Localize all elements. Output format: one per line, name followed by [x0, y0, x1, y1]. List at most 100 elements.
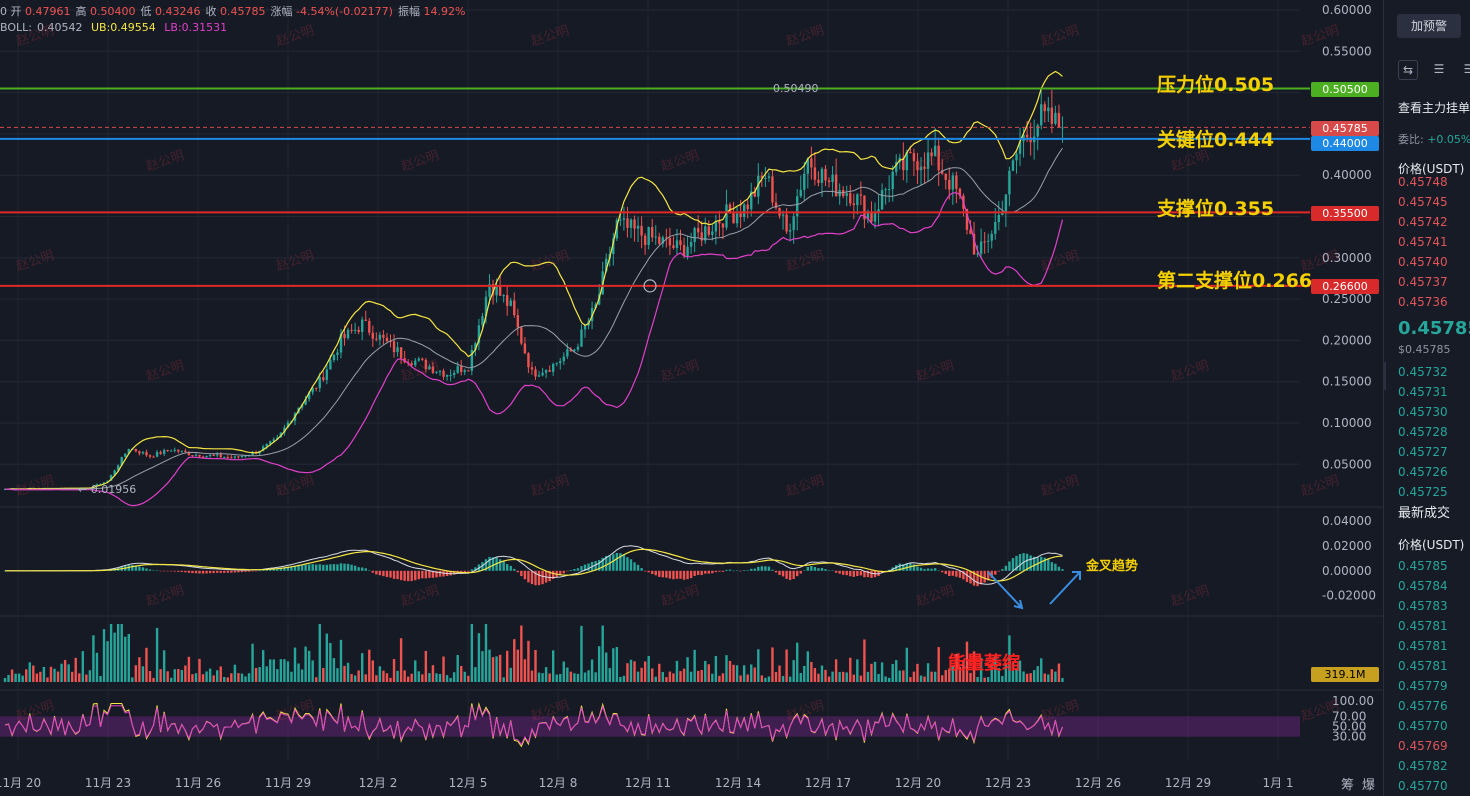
macd-bar-162	[576, 568, 580, 571]
volume-bar-137	[488, 649, 491, 682]
orderbook-buy-icon[interactable]: ☰	[1460, 60, 1470, 78]
collapse-panel-icon[interactable]: ›	[1384, 362, 1386, 390]
macd-bar-170	[605, 555, 608, 571]
volume-bar-90	[322, 668, 325, 682]
candle-body-154	[548, 370, 551, 372]
candlestick-chart[interactable]: 0.600000.550000.500000.450000.400000.350…	[0, 0, 1383, 796]
bid-row-5[interactable]: 0.45726	[1398, 465, 1448, 479]
volume-bar-34	[124, 636, 127, 682]
candle-body-150	[534, 369, 537, 377]
candle-body-40	[145, 452, 148, 456]
macd-bar-264	[937, 570, 940, 571]
add-alert-button[interactable]: 加预警	[1397, 14, 1461, 38]
orderbook-both-icon[interactable]: ⇆	[1398, 60, 1418, 80]
macd-bar-52	[187, 570, 191, 573]
macd-bar-92	[329, 564, 332, 571]
bid-row-6[interactable]: 0.45725	[1398, 485, 1448, 499]
candle-body-177	[629, 219, 633, 228]
volume-bar-194	[689, 671, 693, 682]
candle-body-296	[1050, 107, 1054, 124]
ask-row-4[interactable]: 0.45740	[1398, 255, 1448, 269]
volume-bar-112	[399, 638, 403, 682]
x-tick-label-12: 12月 26	[1075, 776, 1121, 790]
volume-bar-243	[863, 639, 866, 682]
macd-bar-63	[226, 570, 230, 573]
volume-bar-120	[428, 673, 431, 682]
volume-bar-65	[233, 664, 237, 682]
macd-bar-43	[155, 570, 159, 572]
volume-bar-181	[643, 661, 647, 682]
right-panel: 加预警 ⇆ ☰ ☰ 查看主力挂单 委比: +0.05% 价格(USDT) 0.4…	[1383, 0, 1470, 796]
candle-body-190	[675, 240, 679, 248]
volume-bar-177	[629, 659, 633, 682]
volume-bar-255	[905, 647, 909, 682]
ask-row-2[interactable]: 0.45742	[1398, 215, 1448, 229]
trades-title[interactable]: 最新成交	[1398, 506, 1451, 521]
volume-bar-262	[930, 671, 933, 682]
candle-body-224	[796, 196, 799, 217]
candle-body-292	[1036, 125, 1039, 137]
candle-body-197	[700, 232, 703, 241]
bid-row-3[interactable]: 0.45728	[1398, 425, 1448, 439]
volume-bar-193	[686, 657, 689, 682]
candle-body-240	[852, 203, 855, 206]
macd-bar-129	[460, 570, 463, 573]
ask-row-3[interactable]: 0.45741	[1398, 235, 1448, 249]
volume-bar-202	[718, 675, 721, 682]
trades-header: 价格(USDT)	[1398, 538, 1465, 552]
volume-bar-287	[1018, 660, 1022, 682]
volume-bar-246	[873, 661, 877, 682]
candle-body-235	[834, 174, 838, 197]
bid-row-4[interactable]: 0.45727	[1398, 445, 1448, 459]
ask-row-5[interactable]: 0.45737	[1398, 275, 1448, 289]
orderbook-list-icon[interactable]: ☰	[1433, 62, 1445, 76]
candle-body-139	[495, 286, 498, 296]
candle-body-112	[399, 347, 403, 359]
macd-bar-257	[912, 564, 916, 571]
volume-bar-210	[746, 674, 749, 682]
volume-bar-241	[856, 659, 859, 682]
boll-mid-line	[4, 147, 1063, 490]
ask-row-6[interactable]: 0.45736	[1398, 295, 1448, 309]
volume-bar-105	[375, 675, 378, 682]
candle-body-60	[216, 454, 219, 456]
volume-bar-136	[484, 624, 488, 682]
bid-row-0[interactable]: 0.45732	[1398, 365, 1448, 379]
volume-bar-130	[463, 671, 466, 682]
volume-bar-279	[990, 665, 993, 682]
chart-area[interactable]: 0.600000.550000.500000.450000.400000.350…	[0, 0, 1383, 796]
macd-bar-263	[933, 568, 937, 571]
resistance-annotation: 压力位0.505	[1157, 74, 1275, 96]
volume-bar-5	[21, 675, 24, 682]
macd-bar-132	[470, 569, 474, 571]
macd-bar-99	[353, 565, 357, 571]
volume-bar-37	[134, 665, 138, 682]
volume-bar-295	[1047, 674, 1050, 682]
candle-body-138	[491, 284, 495, 296]
candle-body-48	[173, 449, 176, 451]
macd-bar-202	[718, 570, 721, 572]
volume-bar-186	[661, 671, 665, 682]
ask-row-0[interactable]: 0.45748	[1398, 175, 1448, 189]
bid-row-1[interactable]: 0.45731	[1398, 385, 1448, 399]
orderbook-title[interactable]: 查看主力挂单	[1398, 101, 1470, 115]
bottom-tab-liquidation[interactable]: 爆	[1362, 778, 1376, 793]
volume-bar-33	[120, 624, 123, 682]
volume-bar-199	[707, 664, 710, 682]
rsi-tick-label-0: 100.00	[1332, 694, 1374, 708]
candle-body-216	[767, 176, 771, 178]
macd-bar-181	[643, 570, 647, 572]
macd-bar-241	[856, 570, 859, 577]
candle-body-49	[177, 449, 180, 452]
bid-row-2[interactable]: 0.45730	[1398, 405, 1448, 419]
candle-body-251	[891, 171, 894, 190]
bottom-tab-chips[interactable]: 筹	[1341, 778, 1355, 793]
macd-bar-126	[449, 570, 452, 576]
macd-bar-296	[1050, 562, 1054, 571]
candle-body-223	[792, 216, 795, 231]
candle-body-273	[969, 229, 972, 234]
candle-body-160	[569, 349, 573, 352]
x-tick-label-7: 12月 11	[625, 776, 671, 790]
macd-bar-106	[378, 570, 382, 576]
ask-row-1[interactable]: 0.45745	[1398, 195, 1448, 209]
